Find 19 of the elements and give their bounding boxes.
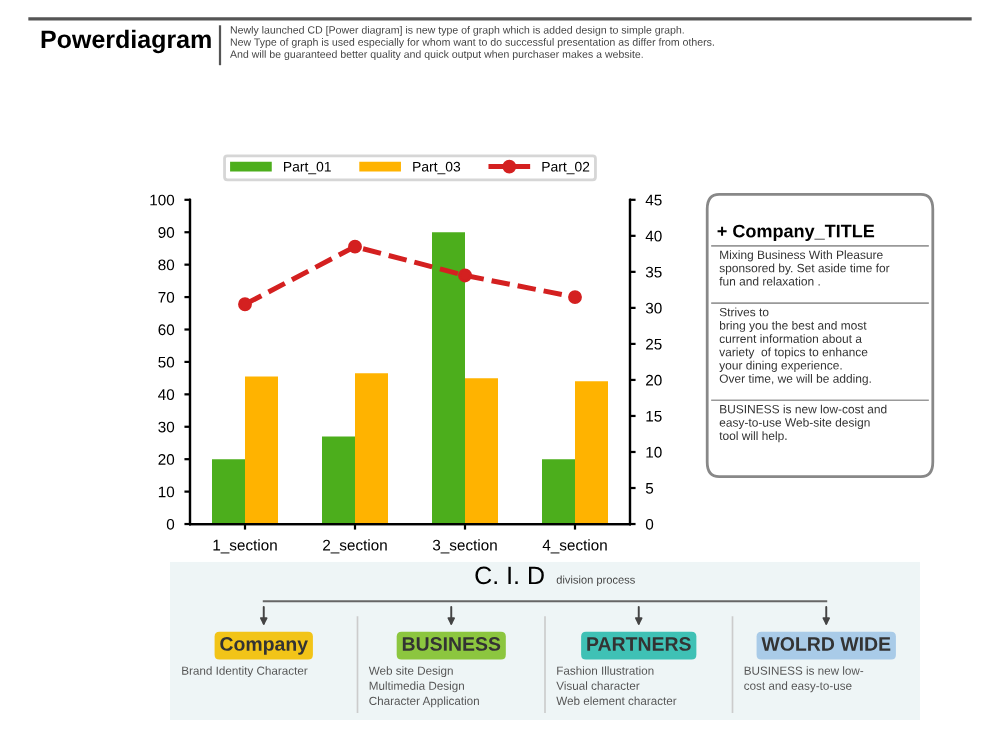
category-label: BUSINESS: [402, 637, 501, 651]
bar: [355, 373, 388, 525]
bar: [322, 436, 355, 525]
point: [348, 239, 362, 254]
category-label: WOLRD WIDE: [761, 637, 891, 651]
text: + Company_TITLE: [717, 224, 875, 242]
bar: [465, 378, 498, 525]
bar: [245, 376, 278, 525]
bar: [542, 459, 575, 525]
point: [458, 268, 472, 283]
point: [568, 290, 582, 305]
text: C. I. D: [475, 566, 544, 585]
bar: [432, 232, 465, 525]
category-label: PARTNERS: [587, 637, 691, 651]
category-label: Company: [220, 637, 308, 655]
point: [238, 297, 252, 312]
chart-title: Powerdiagram: [41, 29, 211, 54]
bar: [575, 381, 608, 525]
bar: [212, 459, 245, 525]
